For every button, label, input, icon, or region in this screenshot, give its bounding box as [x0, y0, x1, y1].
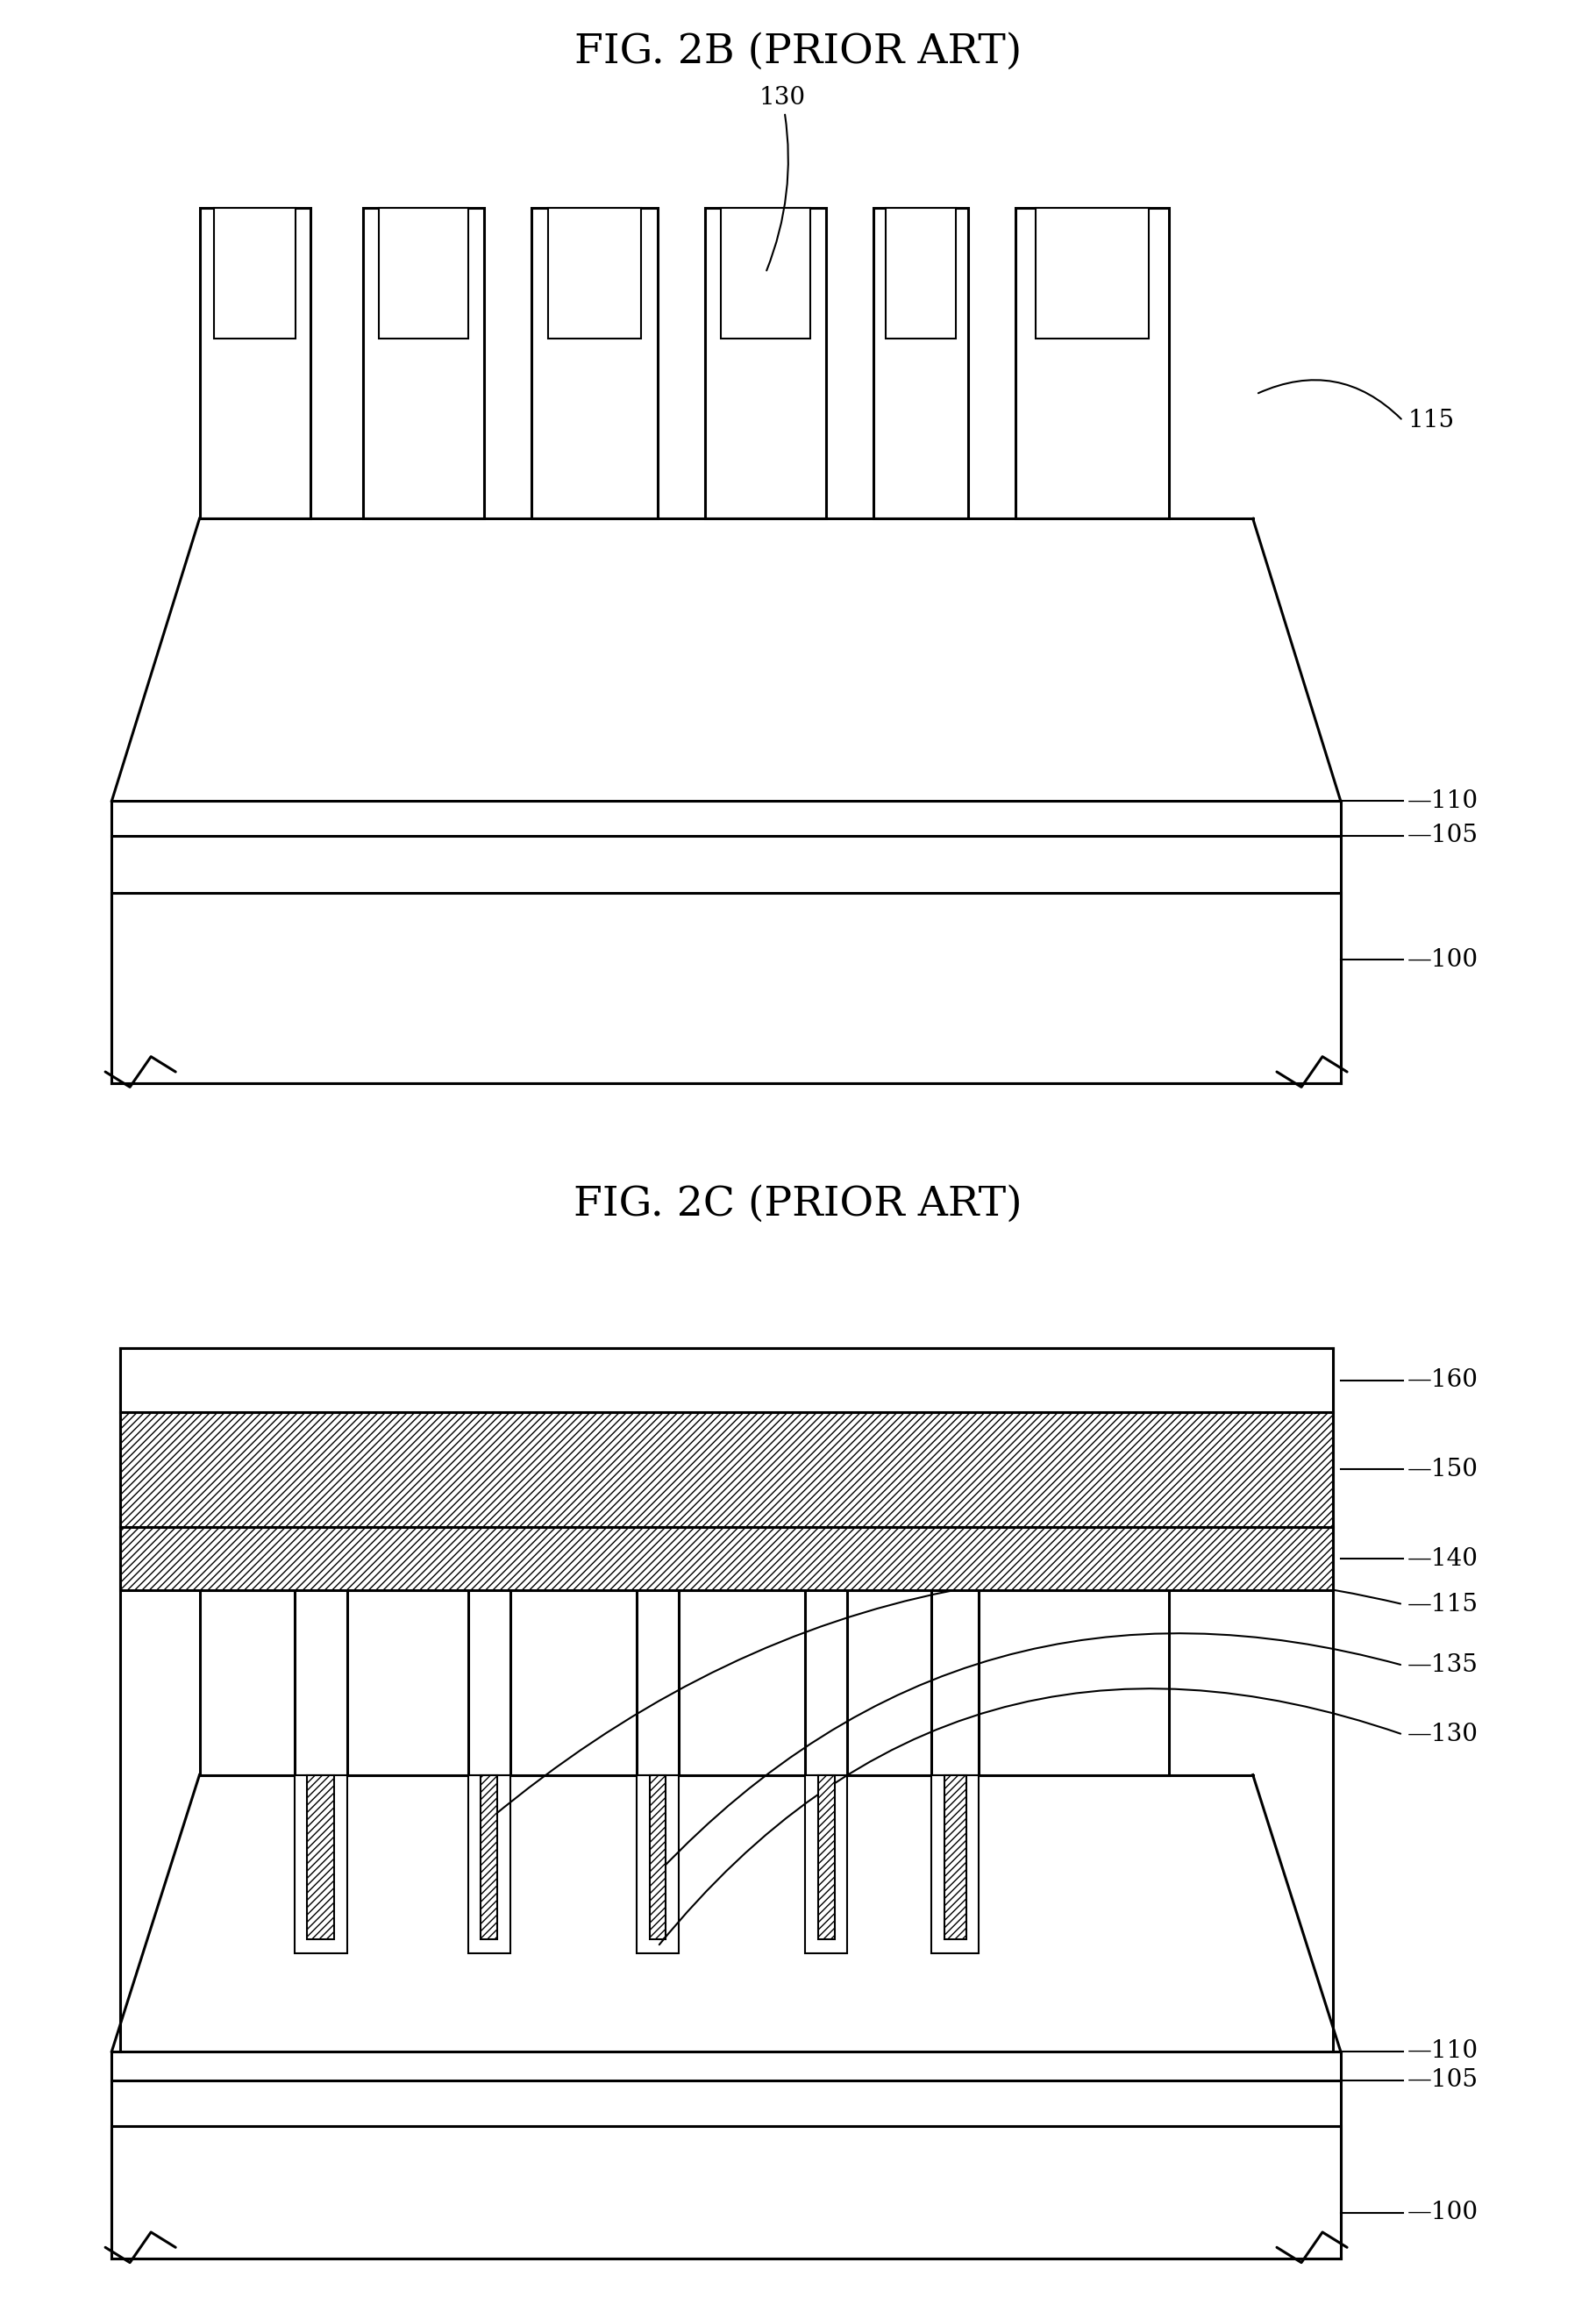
Bar — [678, 1590, 804, 1775]
Bar — [886, 207, 956, 339]
Bar — [511, 1590, 637, 1775]
Text: —115: —115 — [1408, 1593, 1479, 1616]
Bar — [378, 207, 468, 339]
Text: —100: —100 — [1408, 2201, 1479, 2224]
Text: —140: —140 — [1408, 1547, 1479, 1570]
Text: FIG. 2C (PRIOR ART): FIG. 2C (PRIOR ART) — [573, 1185, 1023, 1224]
Bar — [531, 207, 658, 519]
Bar — [650, 1775, 666, 1939]
Bar — [1015, 207, 1168, 519]
Bar — [120, 1411, 1333, 1526]
Text: —105: —105 — [1408, 823, 1479, 848]
Text: 115: 115 — [1408, 408, 1454, 433]
Bar — [200, 1590, 294, 1775]
Text: —110: —110 — [1408, 2040, 1479, 2063]
Text: —160: —160 — [1408, 1369, 1479, 1392]
Bar — [480, 1775, 498, 1939]
Text: —105: —105 — [1408, 2068, 1479, 2093]
Bar — [468, 1775, 511, 1955]
Bar — [294, 1775, 346, 1955]
Bar — [1036, 207, 1149, 339]
Bar — [547, 207, 642, 339]
Bar — [932, 1775, 978, 1955]
Bar — [847, 1590, 932, 1775]
Bar — [637, 1775, 678, 1955]
Bar — [200, 207, 310, 519]
Bar — [705, 207, 827, 519]
Bar — [721, 207, 811, 339]
Text: 130: 130 — [758, 85, 806, 270]
Bar — [978, 1590, 1168, 1775]
Bar — [804, 1775, 847, 1955]
Text: —110: —110 — [1408, 788, 1479, 814]
Bar — [120, 1348, 1333, 1411]
Bar — [112, 2125, 1341, 2259]
Bar — [873, 207, 969, 519]
Text: —100: —100 — [1408, 947, 1479, 973]
Bar — [120, 1526, 1333, 1590]
Bar — [945, 1775, 966, 1939]
Bar — [362, 207, 484, 519]
Bar — [112, 894, 1341, 1083]
Bar — [214, 207, 295, 339]
Bar — [346, 1590, 468, 1775]
Bar — [306, 1775, 334, 1939]
Text: —150: —150 — [1408, 1457, 1479, 1482]
Text: —135: —135 — [1408, 1653, 1478, 1678]
Text: FIG. 2B (PRIOR ART): FIG. 2B (PRIOR ART) — [575, 32, 1021, 71]
Bar — [817, 1775, 835, 1939]
Text: —130: —130 — [1408, 1722, 1479, 1747]
